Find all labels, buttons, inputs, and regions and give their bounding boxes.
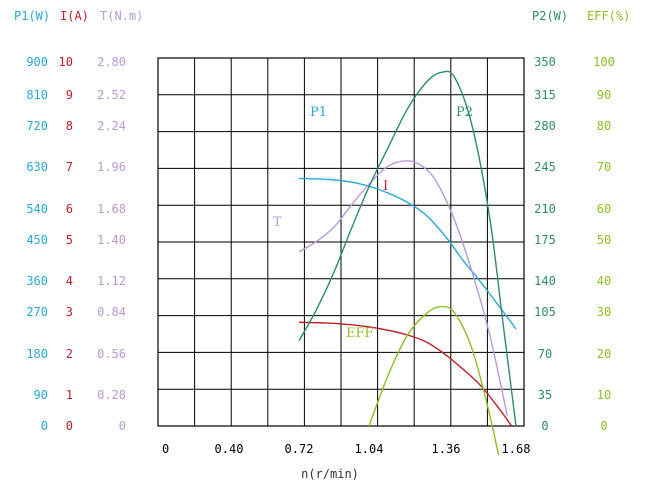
p1-axis-header: P1(W)	[14, 9, 50, 23]
t-tick-label: 2.80	[97, 55, 126, 69]
series-line-t	[298, 160, 508, 416]
p1-tick-label: 900	[26, 55, 48, 69]
p2-tick-label: 0	[541, 419, 548, 433]
t-tick-label: 2.24	[97, 119, 126, 133]
p1-tick-label: 810	[26, 88, 48, 102]
series-label-t: T	[273, 215, 282, 230]
series-line-i	[298, 321, 513, 427]
series-line-p1	[298, 177, 517, 330]
eff-tick-label: 60	[597, 202, 611, 216]
series-label-i: I	[383, 179, 388, 194]
x-tick-label: 0.72	[285, 442, 314, 456]
t-tick-label: 1.96	[97, 160, 126, 174]
i-tick-label: 1	[66, 388, 73, 402]
x-tick-label: 0.40	[215, 442, 244, 456]
eff-tick-label: 20	[597, 347, 611, 361]
eff-tick-label: 90	[597, 88, 611, 102]
axis-headers: P1(W) I(A) T(N.m) P2(W) EFF(%)	[14, 9, 630, 23]
x-tick-label: 1.36	[432, 442, 461, 456]
series-label-p1: P1	[310, 105, 327, 120]
p2-tick-label: 105	[534, 305, 556, 319]
p1-tick-label: 720	[26, 119, 48, 133]
i-tick-label: 9	[66, 88, 73, 102]
eff-tick-label: 10	[597, 388, 611, 402]
eff-tick-label: 50	[597, 233, 611, 247]
t-axis-header: T(N.m)	[100, 9, 143, 23]
p1-tick-label: 450	[26, 233, 48, 247]
x-tick-label: 1.04	[355, 442, 384, 456]
series-label-eff: EFF	[346, 326, 374, 341]
eff-axis-header: EFF(%)	[587, 9, 630, 23]
eff-tick-label: 0	[600, 419, 607, 433]
t-tick-label: 1.12	[97, 274, 126, 288]
series-line-eff	[368, 305, 500, 456]
series-labels: P1 I T P2 EFF	[273, 105, 473, 341]
p2-tick-label: 315	[534, 88, 556, 102]
t-tick-label: 0.28	[97, 388, 126, 402]
p1-tick-label: 270	[26, 305, 48, 319]
p2-tick-label: 245	[534, 160, 556, 174]
t-tick-label: 1.40	[97, 233, 126, 247]
t-tick-label: 0.84	[97, 305, 126, 319]
i-tick-label: 8	[66, 119, 73, 133]
t-tick-label: 1.68	[97, 202, 126, 216]
series-label-p2: P2	[456, 105, 473, 120]
i-tick-label: 3	[66, 305, 73, 319]
p1-tick-label: 90	[34, 388, 48, 402]
p2-tick-label: 35	[538, 388, 552, 402]
i-tick-label: 6	[66, 202, 73, 216]
i-tick-label: 10	[59, 55, 73, 69]
i-tick-label: 5	[66, 233, 73, 247]
i-tick-label: 7	[66, 160, 73, 174]
p2-tick-label: 210	[534, 202, 556, 216]
p1-tick-label: 630	[26, 160, 48, 174]
eff-tick-label: 40	[597, 274, 611, 288]
p2-tick-label: 140	[534, 274, 556, 288]
eff-tick-label: 100	[593, 55, 615, 69]
p1-tick-label: 0	[41, 419, 48, 433]
p1-tick-label: 360	[26, 274, 48, 288]
p2-tick-label: 175	[534, 233, 556, 247]
t-tick-label: 0	[119, 419, 126, 433]
p2-tick-label: 70	[538, 347, 552, 361]
series-line-p2	[298, 70, 517, 427]
i-tick-label: 4	[66, 274, 73, 288]
x-tick-label: 0	[162, 442, 169, 456]
p1-tick-label: 180	[26, 347, 48, 361]
t-tick-label: 2.52	[97, 88, 126, 102]
t-tick-label: 0.56	[97, 347, 126, 361]
eff-tick-label: 80	[597, 119, 611, 133]
p2-axis-header: P2(W)	[532, 9, 568, 23]
i-tick-label: 2	[66, 347, 73, 361]
i-axis-header: I(A)	[60, 9, 89, 23]
curves	[298, 70, 517, 456]
x-axis-label: n(r/min)	[301, 467, 359, 481]
p2-tick-label: 280	[534, 119, 556, 133]
i-tick-label: 0	[66, 419, 73, 433]
eff-tick-label: 30	[597, 305, 611, 319]
eff-tick-label: 70	[597, 160, 611, 174]
tick-labels: 0901802703604505406307208109000123456789…	[26, 55, 615, 456]
p1-tick-label: 540	[26, 202, 48, 216]
p2-tick-label: 350	[534, 55, 556, 69]
x-tick-label: 1.68	[502, 442, 531, 456]
